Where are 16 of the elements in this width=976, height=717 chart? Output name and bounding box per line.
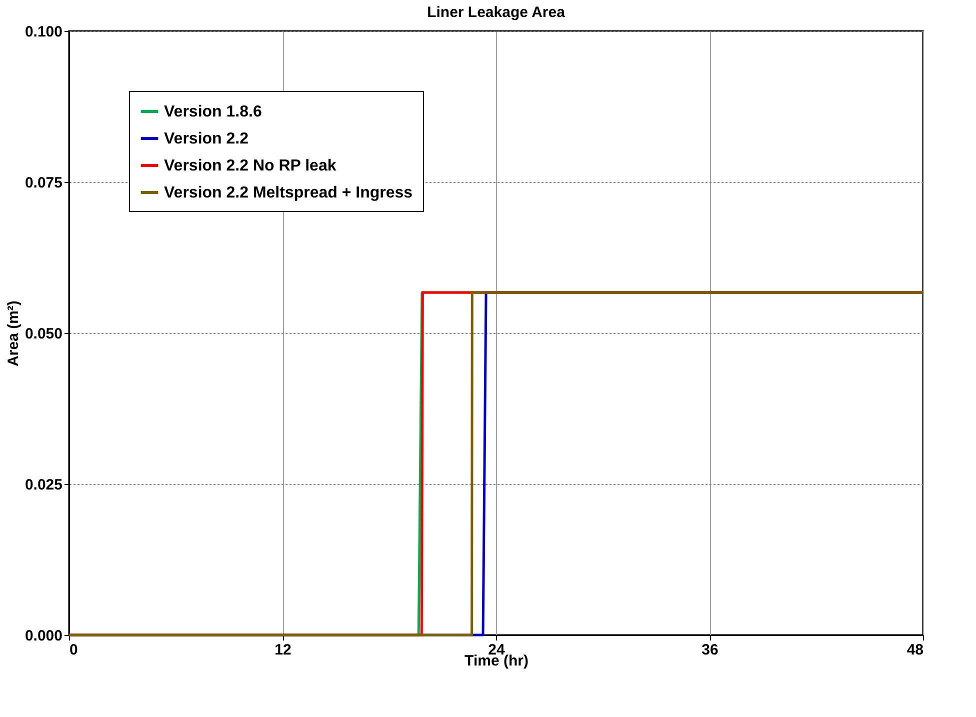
- y-tick-label: 0.050: [24, 326, 62, 342]
- chart-title: Liner Leakage Area: [427, 4, 566, 21]
- y-tick-label: 0.025: [24, 476, 62, 494]
- legend-label: Version 2.2 Meltspread + Ingress: [164, 184, 413, 202]
- y-tick-label: 0.000: [24, 628, 62, 644]
- x-tick-label: 48: [906, 642, 924, 658]
- legend-label: Version 1.8.6: [164, 104, 262, 120]
- legend-label: Version 2.2 No RP leak: [164, 158, 336, 174]
- x-tick-label: 36: [702, 642, 718, 658]
- x-tick-label: 12: [274, 642, 292, 658]
- y-axis-title: Area (m²): [4, 300, 22, 366]
- x-tick-label: 24: [488, 642, 506, 658]
- x-tick-label: 0: [70, 642, 78, 658]
- legend-label: Version 2.2: [164, 130, 249, 148]
- y-tick-label: 0.100: [24, 24, 62, 40]
- y-tick-label: 0.075: [24, 174, 62, 192]
